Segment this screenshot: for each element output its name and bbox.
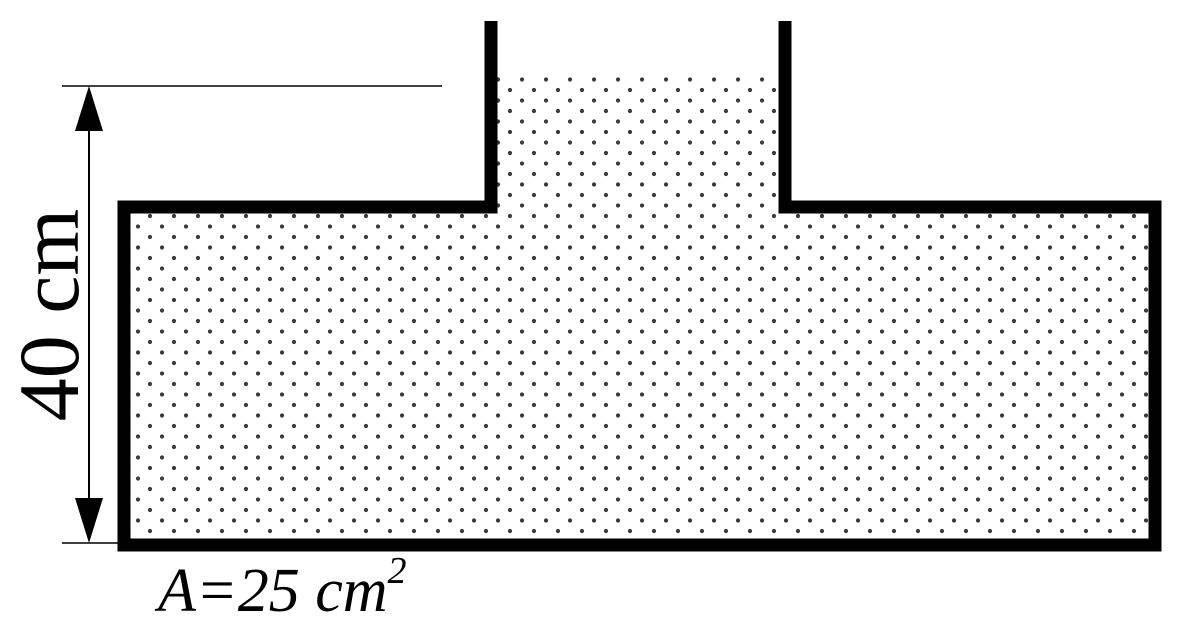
area-label-exponent: 2 bbox=[388, 550, 407, 592]
liquid-fill-neck bbox=[497, 77, 778, 213]
arrowhead-up bbox=[75, 86, 103, 131]
vessel-outline bbox=[117, 21, 1162, 552]
height-label: 40 cm bbox=[1, 209, 97, 422]
liquid-fill-tank bbox=[127, 209, 1154, 540]
arrowhead-down bbox=[75, 498, 103, 543]
area-label: A=25 cm2 bbox=[154, 550, 407, 625]
area-label-text: A=25 cm bbox=[154, 557, 388, 625]
